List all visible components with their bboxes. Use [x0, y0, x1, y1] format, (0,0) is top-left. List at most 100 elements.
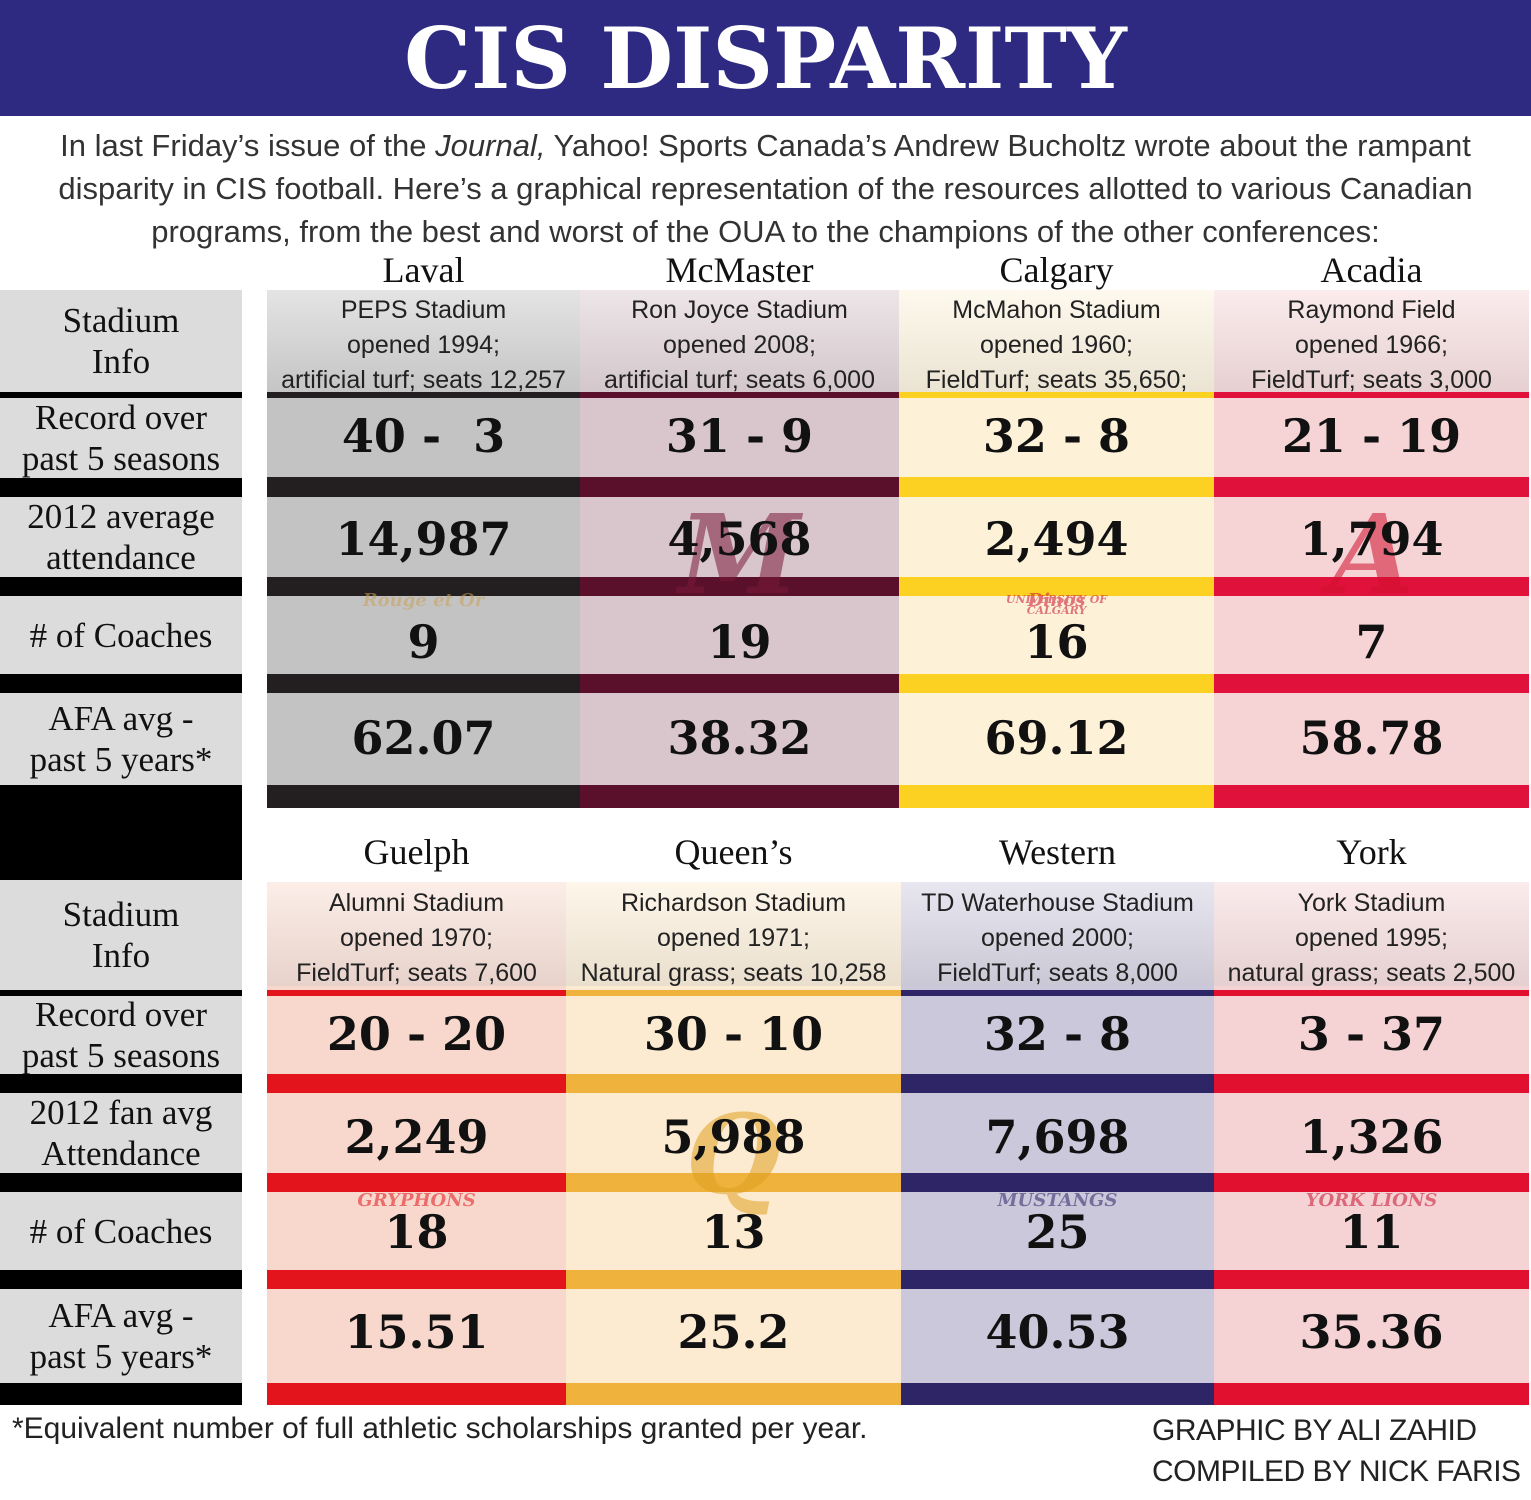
color-band — [901, 1173, 1214, 1192]
team-name: Queen’s — [674, 832, 793, 872]
title-banner — [0, 0, 1531, 116]
color-band — [901, 1074, 1214, 1093]
color-band — [267, 1074, 566, 1093]
color-band — [899, 577, 1214, 596]
color-band — [566, 1270, 901, 1289]
color-band — [899, 785, 1214, 808]
stat-record: 20 - 20 — [326, 1007, 507, 1061]
color-band — [901, 1270, 1214, 1289]
color-band — [1214, 1173, 1529, 1192]
stadium-opened: opened 1995; — [1295, 924, 1448, 952]
stat-coaches: 9 — [407, 615, 440, 669]
color-band — [899, 477, 1214, 497]
label-separator — [0, 577, 242, 596]
stat-afa: 15.51 — [344, 1305, 489, 1359]
page-title: CIS DISPARITY — [404, 9, 1127, 108]
stat-record: 40 - 3 — [341, 409, 506, 463]
team-name: McMaster — [665, 250, 814, 290]
team-name: York — [1336, 832, 1407, 872]
intro-journal: Journal, — [435, 128, 546, 163]
stadium-info: Richardson Stadium opened 1971; Natural gr… — [566, 886, 901, 991]
team-logo-text: Rouge et Or — [362, 590, 485, 611]
stat-record: 32 - 8 — [982, 409, 1131, 463]
team-logo-text: Q — [685, 1090, 782, 1219]
stat-record: 31 - 9 — [665, 409, 814, 463]
footnote: *Equivalent number of full athletic scho… — [12, 1412, 868, 1445]
stat-record: 30 - 10 — [643, 1007, 824, 1061]
label-separator — [0, 1173, 242, 1192]
label-stadium-info: Stadium Info — [0, 290, 242, 392]
team-name: Western — [998, 832, 1117, 872]
color-band — [1214, 990, 1529, 996]
label-afa: AFA avg - past 5 years* — [0, 1289, 242, 1383]
color-band — [267, 1383, 566, 1405]
label-separator — [0, 1383, 242, 1405]
team-logo-icon: Rouge et Or — [344, 490, 504, 610]
label-separator — [0, 392, 242, 398]
stadium-info: York Stadium opened 1995; natural grass; s… — [1214, 886, 1529, 991]
stadium-details: natural grass; seats 2,500 — [1227, 959, 1516, 987]
stat-record: 32 - 8 — [983, 1007, 1132, 1061]
color-band — [580, 785, 899, 808]
color-band — [1214, 392, 1529, 398]
stadium-stadium: Raymond Field — [1287, 296, 1456, 324]
stadium-details: Natural grass; seats 10,258 — [580, 959, 887, 987]
label-record: Record over past 5 seasons — [0, 995, 242, 1075]
team-logo-text: MUSTANGS — [997, 1190, 1118, 1211]
stat-coaches: 7 — [1355, 615, 1388, 669]
stat-coaches: 13 — [701, 1205, 766, 1259]
credit-compiled: COMPILED BY NICK FARIS — [1152, 1455, 1521, 1488]
team-name: Guelph — [363, 832, 470, 872]
label-afa: AFA avg - past 5 years* — [0, 693, 242, 785]
team-name: Acadia — [1320, 250, 1423, 290]
stadium-info: McMahon Stadium opened 1960; FieldTurf; se… — [899, 293, 1214, 398]
stadium-opened: opened 2008; — [663, 331, 816, 359]
color-band — [1214, 674, 1529, 693]
color-band — [267, 1270, 566, 1289]
team-logo-text: A — [1328, 490, 1415, 619]
label-separator — [0, 674, 242, 693]
stadium-info: Raymond Field opened 1966; FieldTurf; seat… — [1214, 293, 1529, 398]
color-band — [1214, 1270, 1529, 1289]
label-coaches: # of Coaches — [0, 596, 242, 674]
stat-attendance: 7,698 — [985, 1110, 1130, 1164]
stadium-info: TD Waterhouse Stadium opened 2000; FieldTu… — [901, 886, 1214, 991]
label-separator — [0, 990, 242, 996]
stat-attendance: 1,326 — [1299, 1110, 1444, 1164]
color-band — [1214, 577, 1529, 596]
color-band — [267, 990, 566, 996]
stadium-opened: opened 1960; — [980, 331, 1133, 359]
stadium-stadium: Ron Joyce Stadium — [631, 296, 848, 324]
stat-attendance: 2,249 — [344, 1110, 489, 1164]
stadium-details: artificial turf; seats 6,000 — [604, 366, 875, 394]
label-record: Record over past 5 seasons — [0, 398, 242, 478]
stadium-photo — [1214, 290, 1529, 393]
stadium-stadium: PEPS Stadium — [340, 296, 507, 324]
stat-coaches: 16 — [1024, 615, 1089, 669]
stat-record: 3 - 37 — [1297, 1007, 1446, 1061]
team-logo-icon: A — [1292, 490, 1452, 610]
stadium-info: Alumni Stadium opened 1970; FieldTurf; sea… — [267, 886, 566, 991]
stat-coaches: 19 — [707, 615, 772, 669]
team-logo-icon: Dinos UNIVERSITY OF CALGARY — [977, 490, 1137, 617]
stadium-details: FieldTurf; seats 8,000 — [937, 959, 1178, 987]
color-band — [1214, 785, 1529, 808]
stadium-opened: opened 1971; — [657, 924, 810, 952]
intro-paragraph: In last Friday’s issue of the Journal, Y… — [40, 124, 1491, 253]
color-band — [901, 1383, 1214, 1405]
team-logo-text: Dinos — [1027, 590, 1086, 611]
team-logo-icon: MUSTANGS — [978, 1090, 1138, 1210]
team-name: Calgary — [999, 250, 1114, 290]
stadium-stadium: Alumni Stadium — [328, 889, 505, 917]
stadium-photo — [267, 882, 566, 986]
stadium-photo — [899, 290, 1214, 393]
color-band — [267, 674, 580, 693]
stadium-stadium: Richardson Stadium — [620, 889, 847, 917]
color-band — [566, 1383, 901, 1405]
stat-attendance: 14,987 — [335, 512, 512, 566]
stat-attendance: 5,988 — [661, 1110, 806, 1164]
color-band — [267, 577, 580, 596]
label-separator — [0, 1270, 242, 1289]
color-band — [899, 674, 1214, 693]
stat-attendance: 4,568 — [667, 512, 812, 566]
